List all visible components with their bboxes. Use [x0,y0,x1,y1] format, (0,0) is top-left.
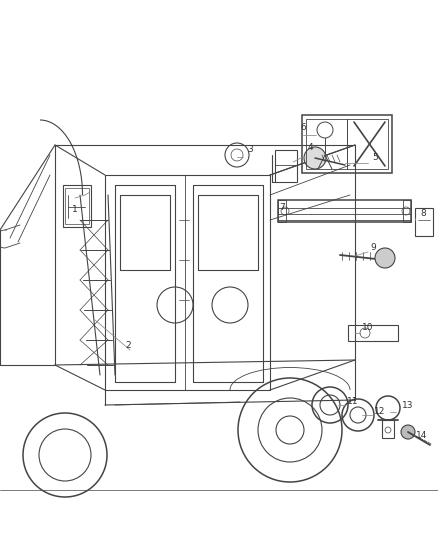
Circle shape [401,425,415,439]
Text: 7: 7 [279,203,285,212]
Circle shape [304,147,326,169]
Bar [302,115,392,173]
Text: 2: 2 [125,341,131,350]
Bar [65,188,89,224]
Text: 5: 5 [372,154,378,163]
Circle shape [375,248,395,268]
Text: 11: 11 [347,398,359,407]
Bar [415,208,433,236]
Text: 3: 3 [247,146,253,155]
Bar [382,420,394,438]
Text: 8: 8 [420,208,426,217]
Text: 14: 14 [416,431,427,440]
Text: 6: 6 [300,124,306,133]
Bar [63,185,91,227]
Text: 13: 13 [402,401,414,410]
Text: 9: 9 [370,244,376,253]
Text: 1: 1 [72,206,78,214]
Bar [403,200,411,222]
Text: 12: 12 [374,408,386,416]
Bar [348,325,398,341]
Bar [275,150,297,182]
Bar [278,200,411,222]
Bar [278,200,286,222]
Text: 10: 10 [362,324,374,333]
Bar [306,119,388,169]
Text: 4: 4 [307,143,313,152]
